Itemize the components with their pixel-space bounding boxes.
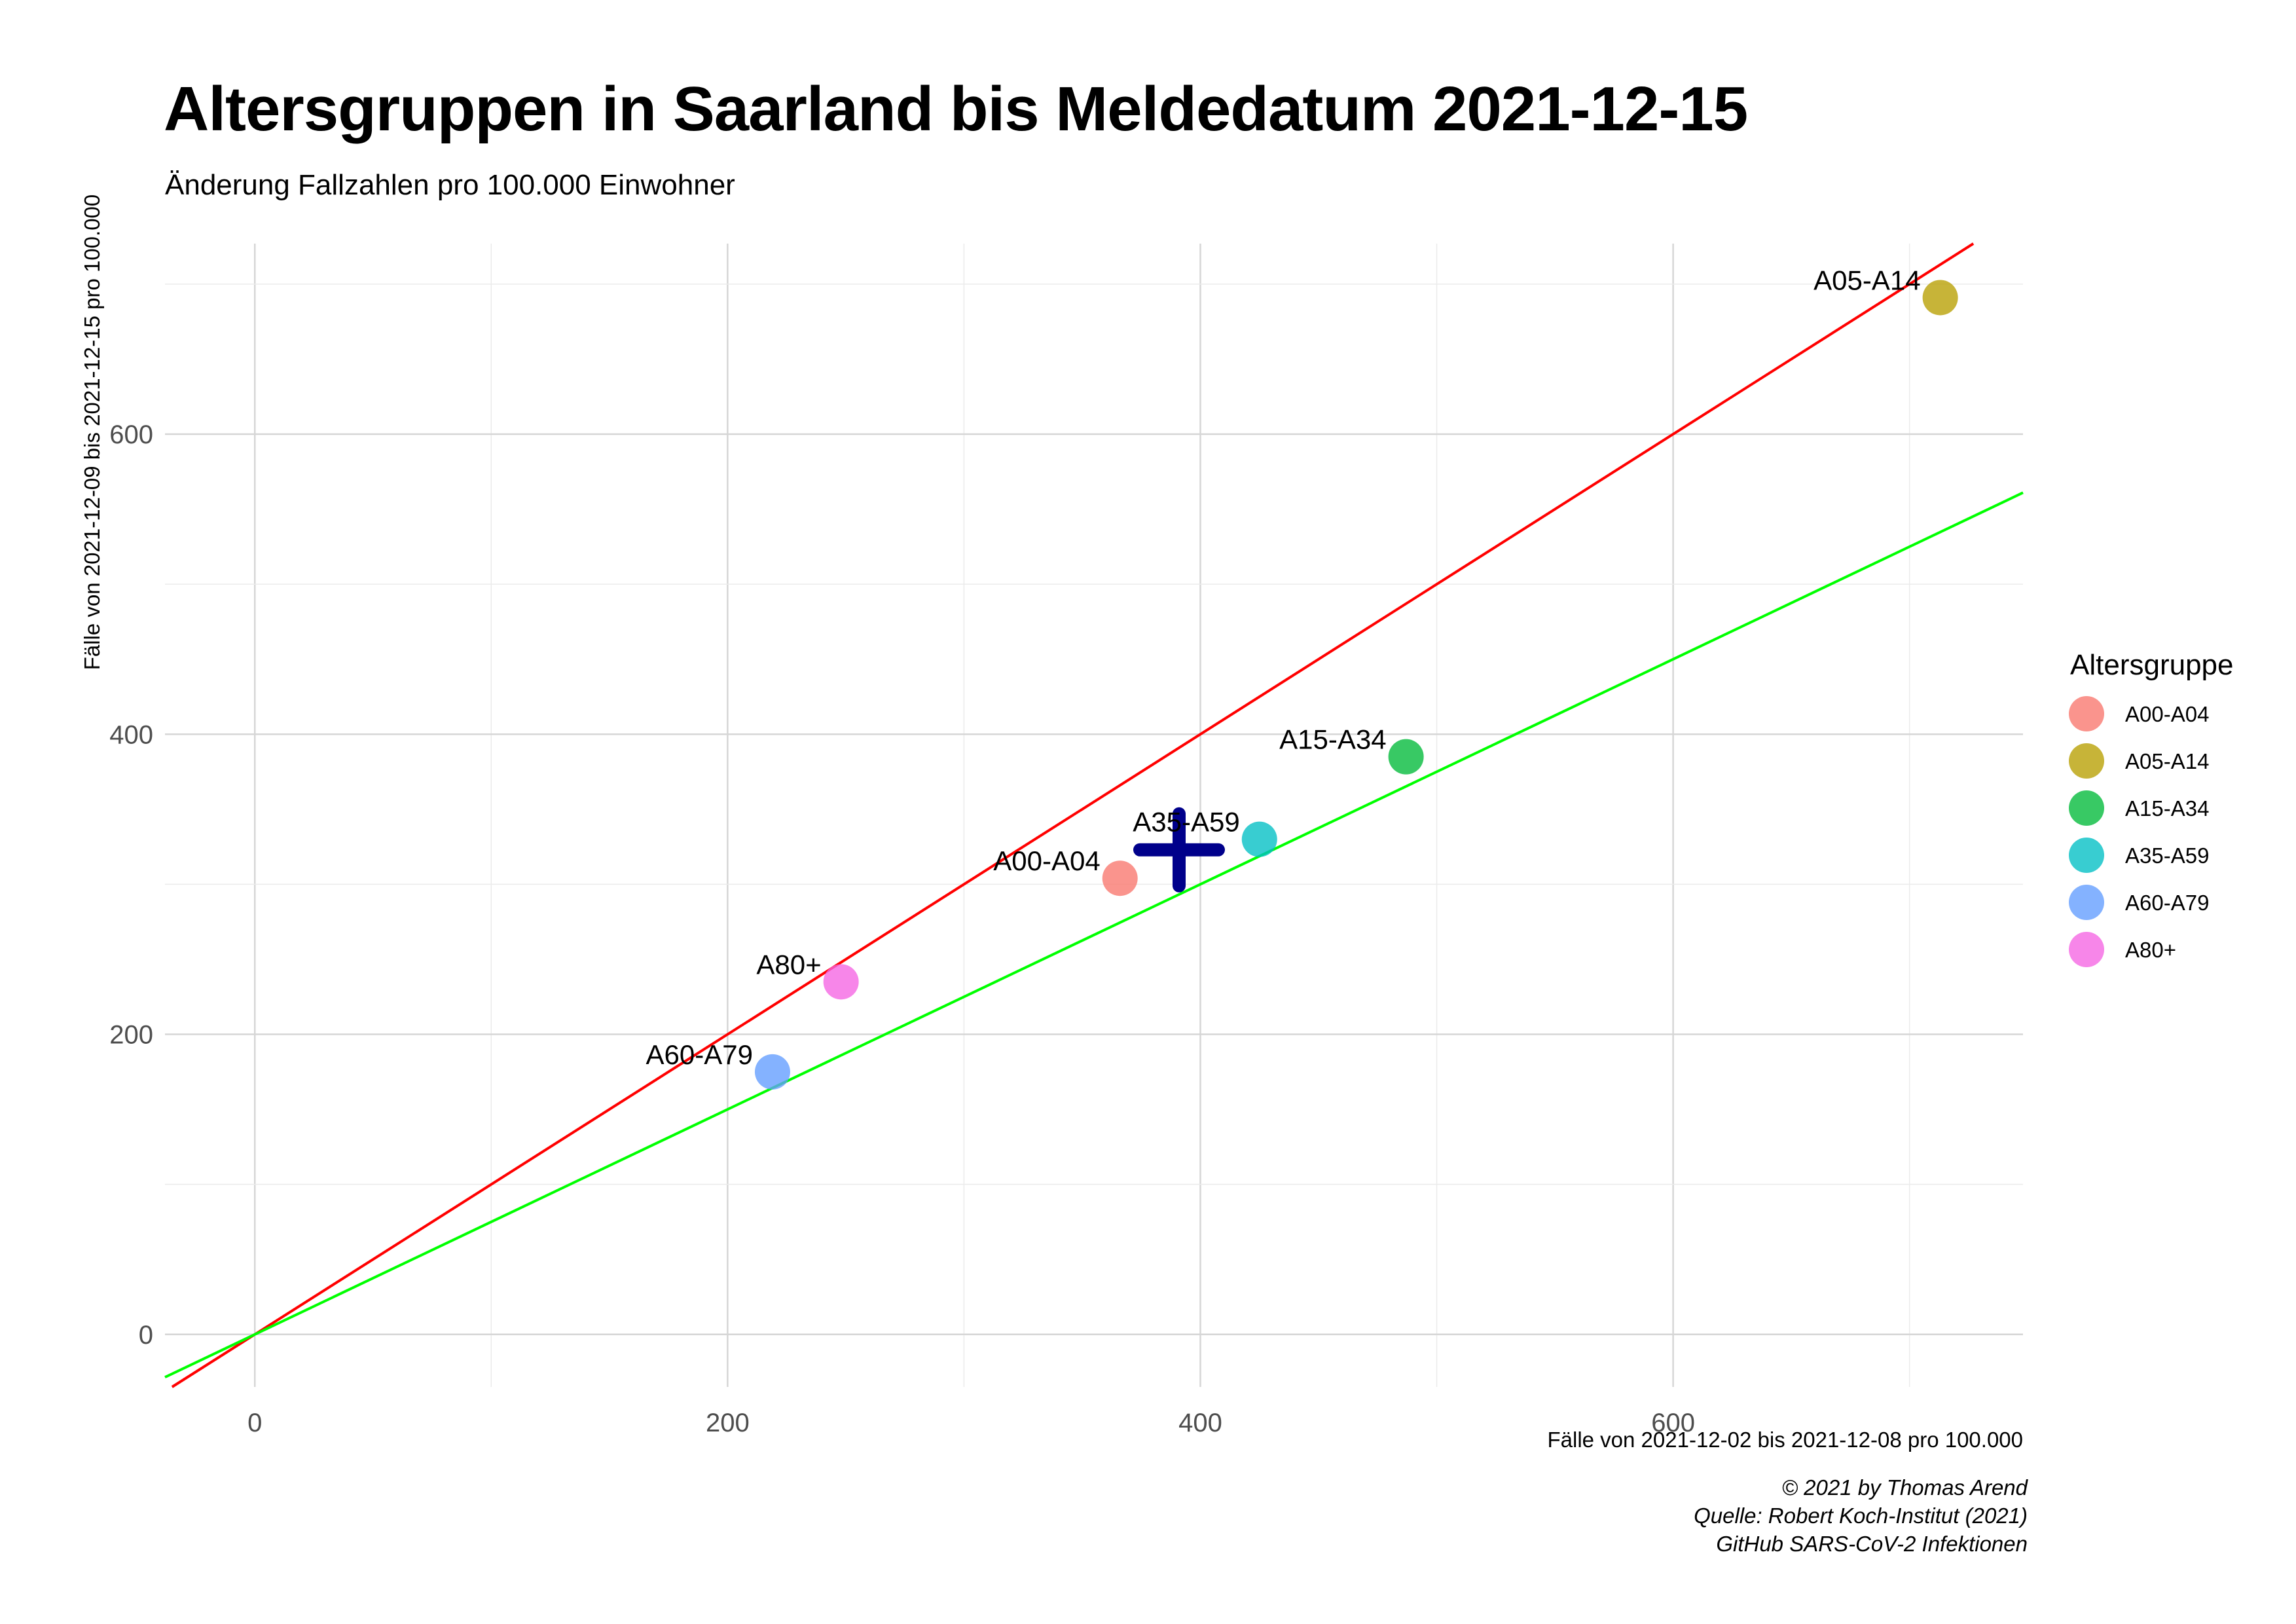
point-label: A00-A04 — [993, 845, 1100, 876]
x-tick-label: 400 — [1178, 1409, 1222, 1437]
legend-key — [2069, 790, 2104, 826]
data-points — [754, 280, 1958, 1090]
legend-label: A80+ — [2125, 938, 2176, 962]
y-tick-label: 0 — [139, 1321, 153, 1350]
point-labels: A00-A04 A05-A14 A15-A34 A35-A59 A60-A79 A80+ — [646, 265, 1920, 1069]
caption-copyright: © 2021 by Thomas Arend — [1781, 1475, 2028, 1500]
chart-title: Altersgruppen in Saarland bis Meldedatum… — [164, 74, 1748, 144]
legend: Altersgruppe A00-A04 A05-A14 A15-A34 A35-A5… — [2069, 649, 2233, 967]
x-tick-label: 200 — [706, 1409, 750, 1437]
legend-label: A15-A34 — [2125, 796, 2209, 821]
legend-key — [2069, 743, 2104, 779]
center-marker — [1133, 807, 1225, 893]
legend-key — [2069, 838, 2104, 873]
y-axis-label: Fälle von 2021-12-09 bis 2021-12-15 pro … — [80, 194, 104, 671]
legend-label: A05-A14 — [2125, 749, 2209, 773]
data-point — [823, 964, 859, 1000]
point-label: A15-A34 — [1279, 724, 1386, 755]
reference-lines — [164, 242, 2024, 1388]
point-label: A05-A14 — [1813, 265, 1920, 295]
legend-key — [2069, 696, 2104, 731]
legend-key — [2069, 932, 2104, 967]
tick-labels: 0 200 400 600 0 200 400 600 — [109, 420, 1695, 1437]
caption-github: GitHub SARS-CoV-2 Infektionen — [1716, 1532, 2028, 1556]
x-tick-label: 0 — [247, 1409, 262, 1437]
y-tick-label: 600 — [109, 420, 153, 449]
data-point — [1241, 821, 1277, 857]
point-label: A60-A79 — [646, 1039, 752, 1070]
data-point — [1922, 280, 1958, 316]
data-point — [754, 1054, 790, 1090]
point-label: A35-A59 — [1133, 807, 1239, 838]
x-axis-label: Fälle von 2021-12-02 bis 2021-12-08 pro … — [1547, 1428, 2023, 1452]
legend-label: A60-A79 — [2125, 891, 2209, 915]
y-tick-label: 400 — [109, 720, 153, 749]
grid-lines — [165, 244, 2023, 1387]
caption-source: Quelle: Robert Koch-Institut (2021) — [1694, 1504, 2028, 1528]
legend-key — [2069, 885, 2104, 920]
caption: © 2021 by Thomas Arend Quelle: Robert Ko… — [1694, 1473, 2028, 1558]
chart-subtitle: Änderung Fallzahlen pro 100.000 Einwohne… — [165, 169, 735, 201]
legend-label: A35-A59 — [2125, 843, 2209, 868]
reference-line — [164, 491, 2024, 1378]
legend-title: Altersgruppe — [2070, 649, 2233, 681]
data-point — [1388, 739, 1424, 775]
data-point — [1102, 860, 1138, 896]
y-tick-label: 200 — [109, 1021, 153, 1050]
point-label: A80+ — [756, 949, 821, 980]
legend-label: A00-A04 — [2125, 702, 2209, 726]
reference-line — [171, 242, 1975, 1388]
x-tick-label: 600 — [1651, 1409, 1695, 1437]
